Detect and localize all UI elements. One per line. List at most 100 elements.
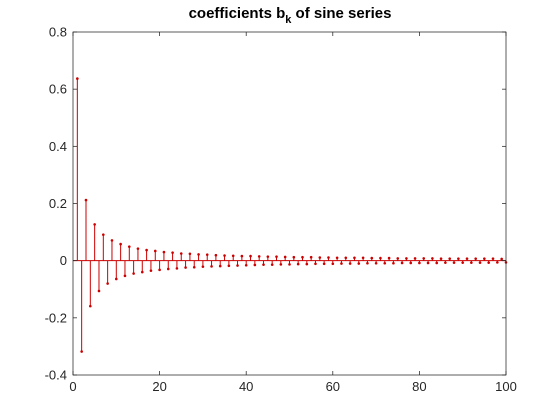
stem-marker bbox=[84, 198, 88, 202]
x-tick-label: 0 bbox=[69, 379, 76, 394]
stem-marker bbox=[270, 263, 274, 266]
stem-marker bbox=[76, 77, 79, 80]
plot-area bbox=[73, 32, 506, 375]
stem-marker bbox=[288, 263, 291, 266]
x-tick-label: 20 bbox=[152, 379, 166, 394]
stem-marker bbox=[179, 252, 183, 255]
stem-marker bbox=[136, 247, 140, 250]
y-tick-label: 0 bbox=[60, 253, 67, 268]
stem-marker bbox=[262, 263, 265, 266]
y-tick-label: 0.8 bbox=[49, 25, 67, 40]
stem-marker bbox=[115, 277, 118, 281]
stem-marker bbox=[344, 256, 348, 260]
x-tick-label: 60 bbox=[326, 379, 340, 394]
stem-marker bbox=[396, 257, 400, 260]
stem-marker bbox=[340, 262, 343, 265]
x-tick-label: 80 bbox=[412, 379, 426, 394]
stem-marker bbox=[405, 257, 408, 260]
title-subscript: k bbox=[285, 14, 292, 26]
y-tick-label: 0.2 bbox=[49, 196, 67, 211]
stem-marker bbox=[214, 253, 218, 257]
stem-marker bbox=[296, 262, 300, 266]
stem-marker bbox=[470, 261, 473, 264]
stem-marker bbox=[162, 250, 166, 254]
x-axis: 0 20 40 60 80 100 bbox=[69, 32, 517, 394]
stem-marker bbox=[197, 253, 200, 256]
stem-marker bbox=[491, 257, 495, 260]
y-tick-label: -0.2 bbox=[45, 310, 67, 325]
stem-marker bbox=[366, 261, 369, 265]
stem-marker bbox=[249, 254, 252, 258]
stem-marker bbox=[218, 264, 222, 268]
stem-marker bbox=[318, 256, 322, 259]
stem-marker bbox=[192, 265, 196, 269]
stem-marker bbox=[171, 251, 174, 254]
stem-marker bbox=[257, 255, 261, 258]
stem-marker bbox=[322, 262, 326, 266]
stem-marker bbox=[431, 257, 434, 260]
stem-marker bbox=[374, 261, 378, 265]
stem-marker bbox=[223, 254, 226, 257]
stem-marker bbox=[314, 262, 317, 266]
stem-marker bbox=[496, 261, 499, 264]
stem-marker bbox=[240, 254, 244, 258]
stem-marker bbox=[227, 264, 231, 268]
stem-marker bbox=[145, 248, 148, 252]
stem-marker bbox=[158, 268, 161, 272]
stem-marker bbox=[275, 255, 278, 258]
stem-marker bbox=[370, 256, 374, 260]
stem-marker bbox=[444, 261, 447, 264]
stem-marker bbox=[253, 263, 257, 267]
stem-marker bbox=[175, 267, 179, 270]
stem-marker bbox=[361, 256, 365, 260]
stem-marker bbox=[452, 261, 456, 264]
y-tick-label: 0.6 bbox=[49, 82, 67, 97]
stem-marker bbox=[422, 257, 426, 260]
stem-marker bbox=[149, 269, 153, 272]
stem-marker bbox=[153, 249, 157, 253]
stem-marker bbox=[231, 254, 235, 258]
y-axis: -0.4 -0.2 0 0.2 0.4 0.6 0.8 bbox=[45, 25, 506, 383]
stem-marker bbox=[335, 256, 339, 260]
stem-marker bbox=[418, 261, 421, 265]
stem-marker bbox=[184, 266, 187, 269]
title-main: coefficients b bbox=[189, 5, 286, 22]
stem-marker bbox=[500, 257, 503, 261]
stem-marker bbox=[465, 257, 469, 260]
stem-marker bbox=[392, 261, 395, 265]
stem-marker bbox=[426, 261, 430, 265]
stem-marker bbox=[236, 264, 239, 267]
stem-marker bbox=[435, 261, 439, 265]
stem-marker bbox=[357, 262, 361, 265]
stem-marker bbox=[127, 245, 131, 248]
stem-marker bbox=[478, 261, 482, 264]
stem-marker bbox=[89, 304, 92, 308]
stem-marker bbox=[210, 265, 213, 268]
stem-marker bbox=[201, 265, 205, 268]
stem-marker bbox=[188, 252, 192, 256]
x-tick-label: 40 bbox=[239, 379, 253, 394]
title-tail: of sine series bbox=[291, 5, 391, 22]
stem-marker bbox=[409, 261, 413, 265]
stem-marker bbox=[97, 289, 101, 293]
chart-title: coefficients bk of sine series bbox=[189, 5, 392, 26]
stem-marker bbox=[461, 261, 465, 264]
y-tick-label: 0.4 bbox=[49, 139, 67, 154]
stem-marker bbox=[439, 257, 443, 260]
stem-marker bbox=[93, 223, 96, 226]
stem-marker bbox=[283, 255, 287, 259]
stem-marker bbox=[379, 256, 382, 260]
stem-marker bbox=[301, 255, 304, 259]
stem-marker bbox=[266, 255, 270, 258]
stem-marker bbox=[292, 255, 296, 259]
stem-marker bbox=[140, 270, 144, 274]
stem-marker bbox=[353, 256, 356, 260]
stem-marker bbox=[448, 257, 452, 260]
stem-marker bbox=[487, 261, 490, 264]
stem-marker bbox=[80, 350, 83, 353]
stem-marker bbox=[331, 262, 335, 266]
stem-marker bbox=[309, 255, 313, 259]
stem-marker bbox=[457, 257, 460, 260]
stem-marker bbox=[102, 233, 105, 236]
stem-marker bbox=[119, 242, 122, 246]
